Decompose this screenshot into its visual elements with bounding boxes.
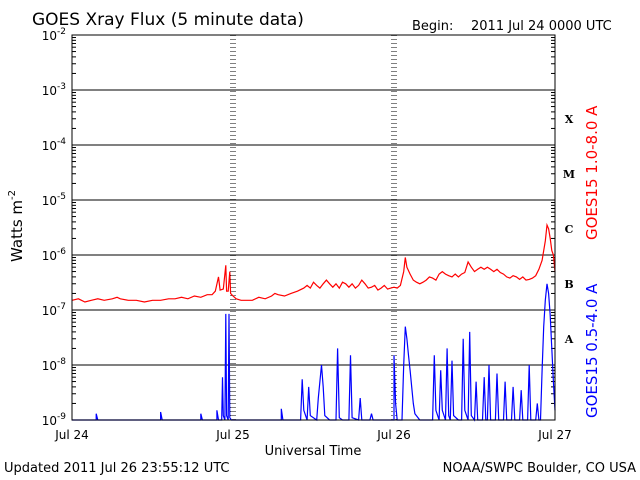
y-tick-label: 10-4: [42, 137, 67, 153]
x-tick-label: Jul 27: [537, 428, 572, 442]
begin-value: 2011 Jul 24 0000 UTC: [471, 19, 612, 34]
credit-line: NOAA/SWPC Boulder, CO USA: [443, 461, 636, 476]
plot-frame: [71, 34, 556, 421]
flare-class-labels: X M C B A: [563, 113, 575, 346]
flare-class-label: C: [565, 223, 574, 236]
x-tick-labels: Jul 24 Jul 25 Jul 26 Jul 27: [54, 428, 572, 442]
y-tick-label: 10-7: [42, 302, 66, 318]
flare-class-label: X: [565, 113, 574, 126]
y-axis-label: Watts m-2: [7, 190, 26, 262]
y-tick-label: 10-2: [42, 27, 66, 43]
y-tick-labels: 10-9 10-8 10-7 10-6 10-5 10-4 10-3 10-2: [42, 27, 67, 428]
x-tick-label: Jul 24: [54, 428, 89, 442]
y-tick-label: 10-5: [42, 192, 66, 208]
legend-long-channel: GOES15 1.0-8.0 A: [583, 105, 601, 240]
updated-timestamp: Updated 2011 Jul 26 23:55:12 UTC: [4, 461, 229, 476]
y-tick-label: 10-9: [42, 412, 67, 428]
flare-class-label: A: [564, 333, 574, 346]
x-tick-label: Jul 25: [215, 428, 250, 442]
begin-label: Begin:: [412, 19, 453, 34]
x-tick-label: Jul 26: [376, 428, 411, 442]
flare-class-label: M: [563, 168, 575, 181]
flare-class-label: B: [564, 278, 573, 291]
series-short-line: [72, 283, 556, 422]
y-tick-label: 10-8: [42, 357, 67, 373]
y-tick-label: 10-3: [42, 82, 66, 98]
legend-short-channel: GOES15 0.5-4.0 A: [583, 283, 601, 418]
y-tick-label: 10-6: [42, 247, 67, 263]
grid-lines: [72, 35, 555, 420]
series-long-line: [71, 222, 556, 303]
x-axis-label: Universal Time: [265, 444, 362, 459]
chart-title: GOES Xray Flux (5 minute data): [32, 10, 304, 30]
series-layer: [71, 222, 556, 422]
